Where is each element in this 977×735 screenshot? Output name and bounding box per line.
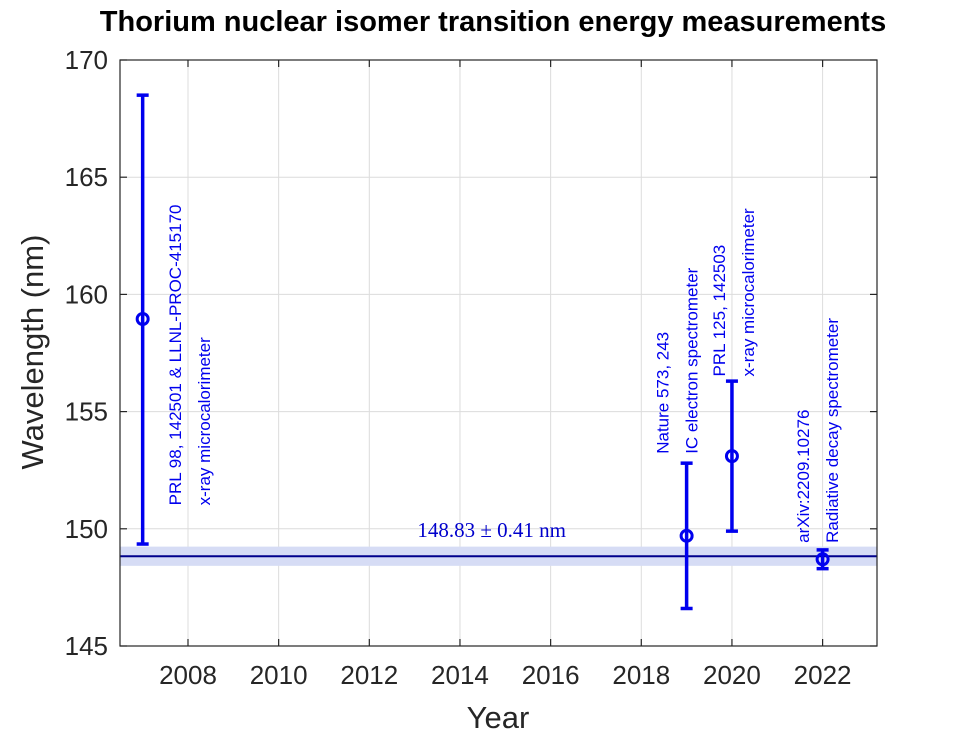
point-annotation: Radiative decay spectrometer: [823, 318, 842, 543]
x-tick-label: 2010: [250, 660, 308, 690]
point-annotation: x-ray microcalorimeter: [739, 208, 758, 376]
x-tick-label: 2018: [612, 660, 670, 690]
data-points: [135, 93, 830, 611]
x-tick-label: 2012: [340, 660, 398, 690]
plot-frame: [119, 59, 878, 647]
y-tick-label: 150: [65, 514, 108, 544]
data-point: [815, 552, 830, 567]
mean-label: 148.83 ± 0.41 nm: [417, 518, 566, 542]
x-axis-label: Year: [467, 700, 530, 735]
point-annotation: PRL 98, 142501 & LLNL-PROC-415170: [166, 205, 185, 506]
x-tick-label: 2008: [159, 660, 217, 690]
data-point: [135, 312, 150, 327]
ticks: 2008 2010 2012 2014 2016 2018 2020 2022 145 150 15…: [65, 45, 877, 690]
point-annotation: Nature 573, 243: [653, 332, 672, 454]
data-point: [679, 528, 694, 543]
point-annotation: PRL 125, 142503: [710, 245, 729, 377]
point-annotation: IC electron spectrometer: [682, 267, 701, 453]
point-annotation: x-ray microcalorimeter: [195, 337, 214, 505]
y-tick-label: 145: [65, 631, 108, 661]
data-point: [724, 449, 739, 464]
x-tick-label: 2016: [522, 660, 580, 690]
y-tick-label: 155: [65, 397, 108, 427]
y-tick-label: 170: [65, 45, 108, 75]
x-tick-label: 2020: [703, 660, 761, 690]
x-tick-label: 2014: [431, 660, 489, 690]
y-tick-label: 165: [65, 162, 108, 192]
point-annotation: arXiv:2209.10276: [794, 410, 813, 543]
y-tick-label: 160: [65, 279, 108, 309]
annotations: PRL 98, 142501 & LLNL-PROC-415170 x-ray m…: [166, 205, 842, 543]
y-axis-label: Wavelength (nm): [15, 235, 50, 470]
chart-title: Thorium nuclear isomer transition energy…: [100, 6, 886, 38]
uncertainty-band: 148.83 ± 0.41 nm: [120, 518, 877, 566]
x-tick-label: 2022: [794, 660, 852, 690]
